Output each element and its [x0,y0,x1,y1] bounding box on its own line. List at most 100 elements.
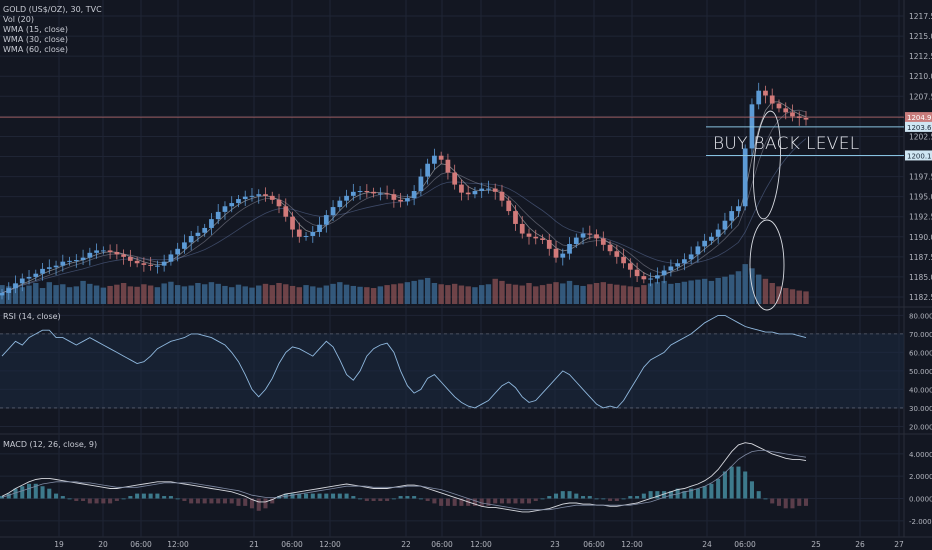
macd-panel[interactable] [0,442,809,513]
candle-body [425,163,431,177]
candle-body [432,155,437,164]
macd-tick-label: 2.0000 [909,473,932,481]
candle-body [459,184,464,193]
volume-bar [431,283,438,304]
candle-body [73,260,79,262]
volume-bar [803,291,809,304]
x-tick-label: 12:00 [621,540,643,549]
candle-body [472,191,478,195]
wma15-line [1,101,807,294]
candle-body [661,270,667,276]
rsi-tick-label: 20.0000 [909,423,932,431]
macd-histogram-bar [81,498,86,501]
macd-histogram-bar [229,498,234,504]
wma15-legend[interactable]: WMA (15, close) [3,25,68,34]
candle-body [263,194,268,196]
volume-bar [377,286,384,304]
candle-body [573,237,579,244]
volume-bar [519,285,525,304]
x-tick-label: 23 [550,540,560,549]
volume-bar [370,288,377,304]
volume-bar [60,284,66,304]
rsi-legend[interactable]: RSI (14, close) [3,312,61,321]
macd-histogram-bar [175,498,180,500]
candle-body [155,265,160,267]
price-tick-label: 1207.50 [909,92,932,101]
macd-histogram-bar [371,498,376,501]
candle-body [742,148,748,207]
price-panel[interactable] [0,82,904,304]
macd-histogram-bar [655,491,660,499]
macd-histogram-bar [499,498,504,504]
rsi-panel[interactable] [0,314,904,409]
x-tick-label: 06:00 [734,540,756,549]
volume-bar [722,276,728,304]
buy-back-level-annotation[interactable]: BUY BACK LEVEL [713,134,860,154]
macd-histogram-bar [716,478,721,499]
volume-bar [424,277,431,304]
macd-histogram-bar [459,498,464,506]
macd-histogram-bar [432,498,437,504]
candle-body [377,193,383,195]
wma30-line [1,109,807,294]
macd-histogram-bar [351,496,356,499]
macd-histogram-bar [74,498,79,501]
wma30-legend[interactable]: WMA (30, close) [3,35,68,44]
macd-histogram-bar [439,498,444,506]
volume-bar [39,288,46,304]
symbol-legend[interactable]: GOLD (US$/OZ), 30, TVC [3,5,102,14]
macd-histogram-bar [628,496,633,499]
price-tick-label: 1212.50 [909,52,932,61]
macd-histogram-bar [270,498,275,504]
macd-histogram-bar [155,493,160,499]
wma60-legend[interactable]: WMA (60, close) [3,45,68,54]
candle-body [492,188,498,192]
volume-bar [46,282,52,304]
volume-bar [316,287,323,304]
macd-histogram-bar [729,466,734,499]
volume-bar [695,279,701,304]
macd-histogram-bar [331,493,336,499]
candle-body [499,191,505,201]
macd-histogram-bar [128,496,133,499]
volume-bar [620,285,627,304]
volume-bar [418,279,424,304]
macd-legend[interactable]: MACD (12, 26, close, 9) [3,440,98,449]
volume-bar [181,286,188,304]
volume-bar [526,283,532,304]
candle-body [465,192,471,195]
macd-histogram-bar [574,493,579,499]
candle-body [364,191,370,193]
vol-legend[interactable]: Vol (20) [3,15,34,24]
macd-histogram-bar [47,488,52,499]
rsi-tick-label: 80.0000 [909,312,932,320]
volume-bar [546,283,552,304]
volume-bar [512,284,519,304]
rsi-tick-label: 50.0000 [909,368,932,376]
axes: 19 20 06:00 12:00 21 06:00 12:00 22 06:00 12:00 23… [54,12,932,549]
macd-histogram-bar [567,491,572,499]
candle-body [540,238,545,240]
candle-body [553,248,559,258]
macd-histogram-bar [141,493,146,499]
macd-histogram-bar [222,498,227,504]
volume-bar [161,283,167,304]
x-tick-label: 06:00 [130,540,152,549]
candle-body [769,95,775,104]
volume-bar [445,285,451,304]
macd-histogram-bar [317,493,322,499]
macd-histogram-bar [662,491,667,499]
candle-body [405,198,410,202]
volume-bar [73,286,80,304]
macd-histogram-bar [67,498,72,500]
candle-body [486,188,491,190]
macd-histogram-bar [689,488,694,499]
candle-body [141,263,147,265]
macd-histogram-bar [135,493,140,499]
volume-bar [188,285,194,304]
x-tick-label: 06:00 [583,540,605,549]
macd-histogram-bar [614,498,619,501]
volume-bar [465,286,471,304]
drawing-overlay[interactable] [706,110,904,311]
